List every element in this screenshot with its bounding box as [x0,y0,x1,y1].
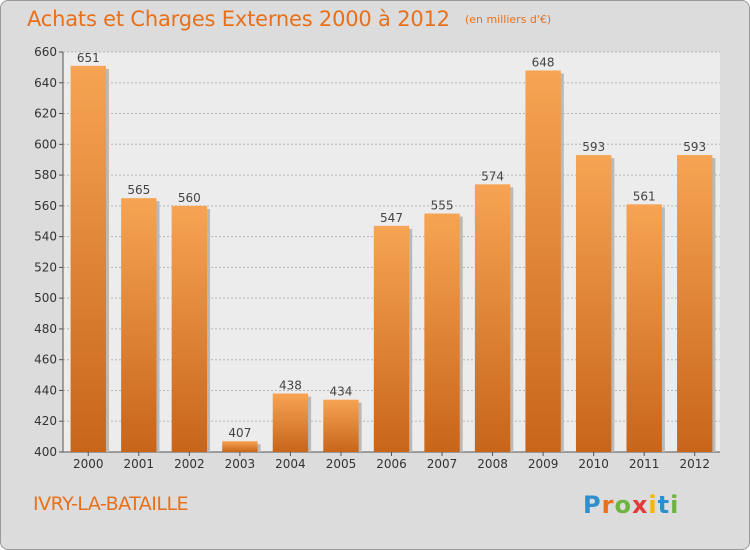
logo-letter: x [631,491,649,519]
x-axis-ticks: 2000 2001 2002 2003 2004 2005 2006 2007 2008 2009… [73,452,710,471]
x-tick-label: 2010 [578,457,609,471]
y-tick-label: 440 [34,383,57,397]
data-label: 593 [582,140,605,154]
data-label: 547 [380,211,403,225]
y-axis-ticks: 400 420 440 460 480 500 520 540 560 580 600 620 640 6… [34,45,720,459]
chart-unit: (en milliers d'€) [464,13,552,26]
proxiti-logo: Proxiti [583,491,679,519]
y-tick-label: 400 [34,445,57,459]
bar [575,155,612,453]
bars: 651 565 560 407 438 434 547 555 574 648 593 561 593 [70,51,716,453]
y-tick-label: 560 [34,199,57,213]
x-tick-label: 2008 [477,457,508,471]
y-tick-label: 420 [34,414,57,428]
data-label: 574 [481,169,504,183]
y-tick-label: 660 [34,45,57,59]
logo-letter: i [670,491,680,519]
bar [70,65,106,452]
bar [424,213,460,452]
chart-title-row: Achats et Charges Externes 2000 à 2012 (… [27,7,551,31]
y-tick-label: 480 [34,322,57,336]
data-label: 555 [431,199,454,213]
bar [525,70,561,452]
y-tick-label: 520 [34,260,57,274]
data-label: 593 [683,140,706,154]
data-label: 651 [77,51,100,65]
bar [121,198,157,452]
x-tick-label: 2004 [275,457,306,471]
x-tick-label: 2000 [73,457,104,471]
x-tick-label: 2003 [225,457,256,471]
x-tick-label: 2001 [124,457,155,471]
logo-letter: t [657,491,671,519]
bar [171,205,208,452]
y-tick-label: 500 [34,291,57,305]
x-tick-label: 2009 [528,457,559,471]
data-label: 565 [127,183,150,197]
bar [272,393,309,452]
commune-name: IVRY-LA-BATAILLE [33,493,189,515]
bar [222,441,258,452]
data-label: 434 [330,385,353,399]
chart-title: Achats et Charges Externes 2000 à 2012 [27,7,450,31]
y-tick-label: 540 [34,230,57,244]
y-tick-label: 620 [34,107,57,121]
logo-letter: P [583,491,602,519]
data-label: 561 [633,189,656,203]
x-tick-label: 2005 [326,457,357,471]
data-label: 648 [532,55,555,69]
x-tick-label: 2011 [629,457,660,471]
x-tick-label: 2002 [174,457,205,471]
y-tick-label: 460 [34,353,57,367]
logo-letter: i [648,491,658,519]
x-tick-label: 2006 [376,457,407,471]
data-label: 407 [228,426,251,440]
y-tick-label: 640 [34,76,57,90]
data-label: 438 [279,379,302,393]
logo-letter: o [614,491,632,519]
y-tick-label: 580 [34,168,57,182]
bar [626,204,662,452]
logo-letter: r [601,491,615,519]
bar [373,225,410,452]
bar [677,155,713,453]
x-tick-label: 2012 [679,457,710,471]
data-label: 560 [178,191,201,205]
y-tick-label: 600 [34,137,57,151]
x-tick-label: 2007 [427,457,458,471]
bar [323,399,359,452]
bar [474,184,511,453]
